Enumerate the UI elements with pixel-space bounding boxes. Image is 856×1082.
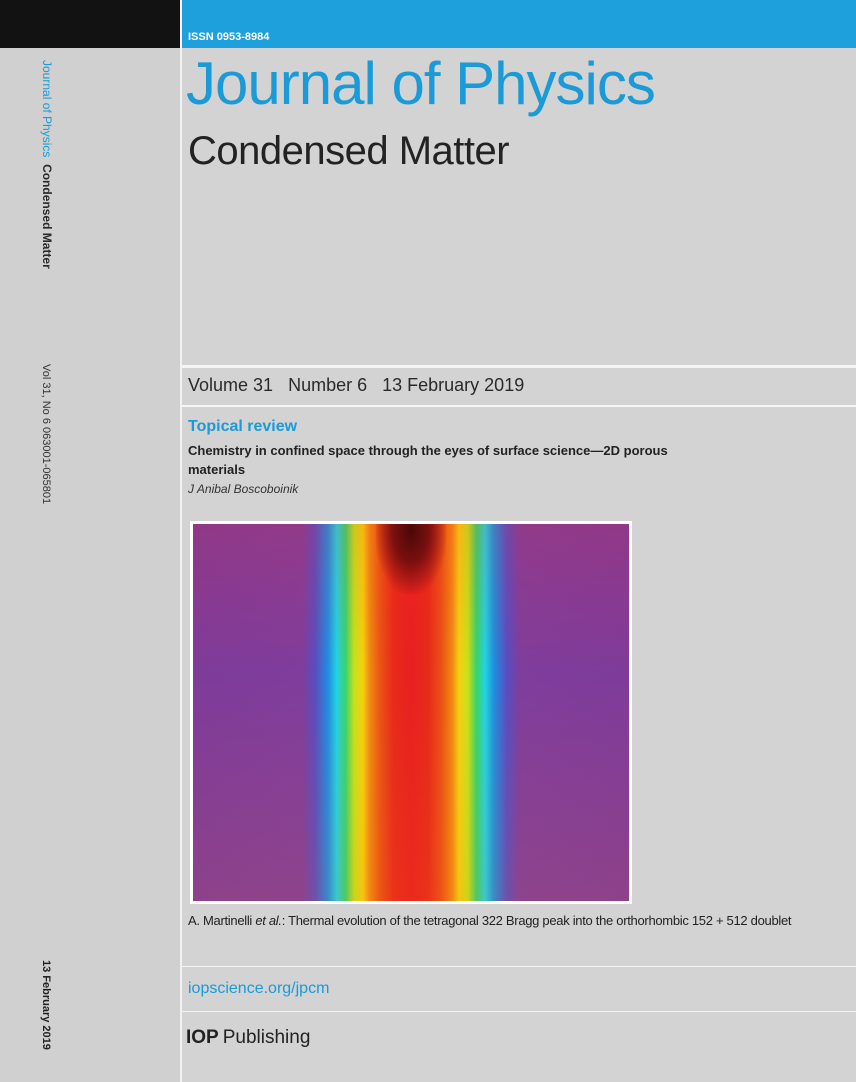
issn: ISSN 0953-8984 bbox=[188, 31, 270, 43]
spine-divider bbox=[180, 0, 182, 1082]
divider-rule bbox=[182, 966, 856, 967]
front-cover: ISSN 0953-8984 Journal of Physics Conden… bbox=[182, 0, 856, 1082]
top-bar: ISSN 0953-8984 bbox=[182, 0, 856, 48]
divider-rule bbox=[182, 1011, 856, 1012]
figure-caption: A. Martinelli et al.: Thermal evolution … bbox=[188, 913, 852, 928]
spine-top-band bbox=[0, 0, 180, 48]
caption-author: A. Martinelli bbox=[188, 913, 256, 928]
spine-journal-name: Journal of Physics bbox=[40, 60, 54, 158]
journal-subtitle: Condensed Matter bbox=[188, 129, 510, 173]
spine-volume-info: Vol 31, No 6 063001-065801 bbox=[40, 364, 52, 505]
issue-date: 13 February 2019 bbox=[382, 375, 525, 395]
issue-info: Volume 31 Number 6 13 February 2019 bbox=[188, 375, 534, 396]
divider-rule bbox=[182, 405, 856, 407]
section-label: Topical review bbox=[188, 418, 298, 435]
caption-text: : Thermal evolution of the tetragonal 32… bbox=[281, 913, 792, 928]
heatmap-image bbox=[193, 524, 629, 901]
spine: Journal of Physics Condensed Matter Vol … bbox=[0, 0, 180, 1082]
article-title: Chemistry in confined space through the … bbox=[188, 443, 668, 477]
journal-title: Journal of Physics bbox=[186, 50, 656, 117]
journal-url[interactable]: iopscience.org/jpcm bbox=[188, 980, 330, 997]
publisher-name: Publishing bbox=[222, 1027, 311, 1048]
spine-journal-section: Condensed Matter bbox=[40, 164, 54, 269]
publisher-logo: IOP Publishing bbox=[186, 1027, 310, 1049]
spine-journal-title: Journal of Physics Condensed Matter bbox=[40, 60, 54, 269]
divider-rule bbox=[182, 365, 856, 368]
spine-date: 13 February 2019 bbox=[40, 960, 52, 1050]
issue-volume: Volume 31 bbox=[188, 375, 274, 395]
heatmap-peak bbox=[376, 524, 446, 594]
cover-figure bbox=[190, 521, 632, 904]
issue-number: Number 6 bbox=[288, 375, 368, 395]
publisher-iop: IOP bbox=[186, 1027, 219, 1048]
caption-etal: et al. bbox=[255, 913, 282, 928]
article-author: J Anibal Boscoboinik bbox=[188, 482, 299, 496]
